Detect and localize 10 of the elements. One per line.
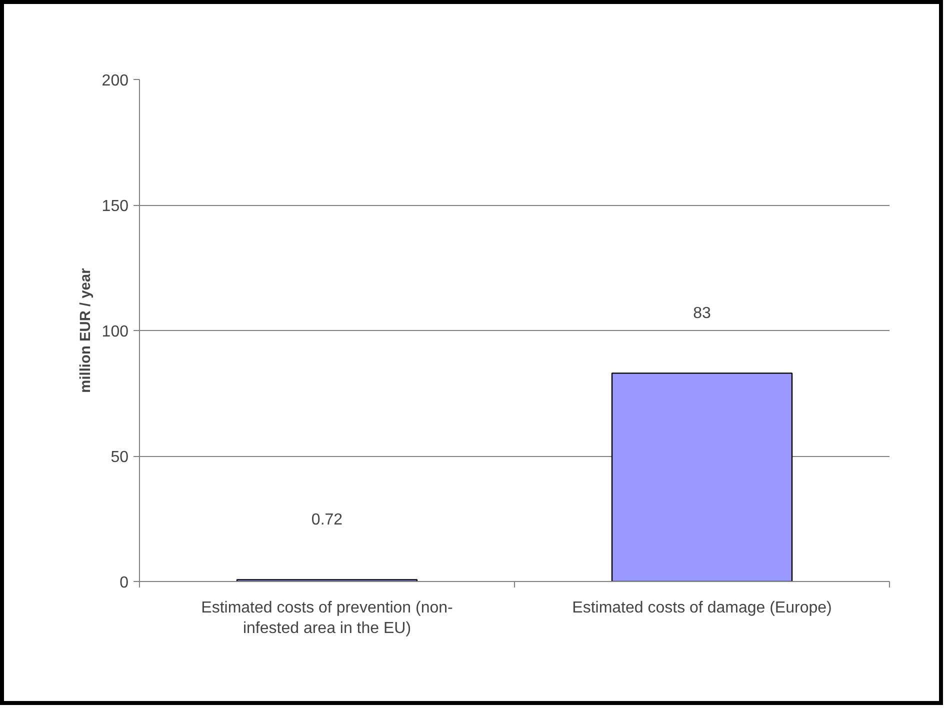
data-label: 83: [693, 305, 711, 322]
x-tick-label: Estimated costs of damage (Europe): [572, 600, 832, 616]
y-tick-label: 50: [110, 449, 129, 466]
y-tick-label: 0: [120, 574, 129, 592]
y-tick-label: 150: [102, 198, 129, 215]
y-tick-label: 100: [102, 324, 129, 340]
y-axis-title: million EUR / year: [78, 268, 94, 393]
x-tick-label: Estimated costs of prevention (non-infested area in the EU): [201, 600, 453, 637]
data-label: 0.72: [311, 512, 343, 529]
y-tick-label: 200: [102, 72, 129, 90]
